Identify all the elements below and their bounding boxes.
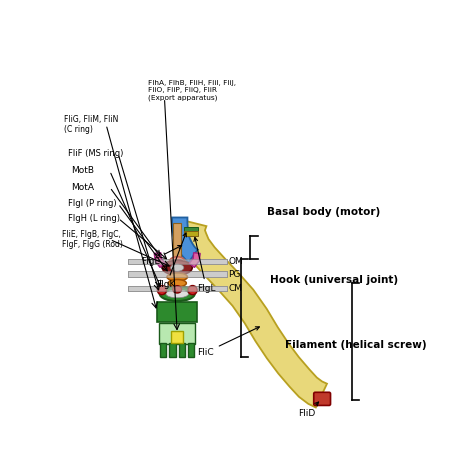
Ellipse shape (170, 270, 185, 279)
Bar (184, 227, 198, 231)
Text: FlhA, FlhB, FliH, FliI, FliJ,
FliO, FliP, FliQ, FliR
(Export apparatus): FlhA, FlhB, FliH, FliI, FliJ, FliO, FliP… (148, 80, 236, 100)
Ellipse shape (162, 260, 192, 275)
Text: Basal body (motor): Basal body (motor) (267, 207, 380, 217)
Polygon shape (154, 253, 165, 267)
Text: Hook (universal joint): Hook (universal joint) (270, 274, 399, 284)
Ellipse shape (166, 290, 189, 298)
Polygon shape (172, 218, 198, 262)
Bar (157, 302, 197, 322)
Text: CM: CM (228, 284, 242, 293)
Polygon shape (189, 253, 200, 267)
Text: FliD: FliD (298, 402, 319, 419)
Ellipse shape (157, 285, 166, 295)
Ellipse shape (168, 280, 186, 287)
Bar (160, 343, 166, 356)
Bar (128, 286, 227, 292)
Bar (128, 271, 227, 277)
Bar (128, 258, 227, 264)
Text: FlgH (L ring): FlgH (L ring) (68, 214, 120, 223)
Text: Filament (helical screw): Filament (helical screw) (285, 340, 427, 350)
FancyBboxPatch shape (314, 392, 330, 405)
Ellipse shape (173, 286, 182, 293)
Text: FliF (MS ring): FliF (MS ring) (68, 149, 123, 158)
Bar (173, 223, 181, 284)
Bar (172, 331, 183, 343)
Ellipse shape (167, 273, 187, 281)
Bar (188, 343, 194, 356)
Bar (128, 258, 227, 264)
Ellipse shape (160, 286, 195, 301)
Text: FliC: FliC (197, 327, 259, 357)
Text: FlgL: FlgL (194, 237, 216, 293)
Bar (169, 343, 175, 356)
Bar (184, 231, 198, 236)
Bar (128, 271, 227, 277)
Text: MotB: MotB (72, 166, 94, 175)
Bar (128, 286, 227, 292)
Text: OM: OM (228, 257, 243, 266)
Text: MotA: MotA (72, 182, 94, 191)
Text: FlgI (P ring): FlgI (P ring) (68, 199, 117, 208)
Ellipse shape (171, 264, 184, 271)
Bar (179, 343, 185, 356)
Text: PG: PG (228, 270, 241, 279)
Text: FliG, FliM, FliN
(C ring): FliG, FliM, FliN (C ring) (64, 115, 118, 134)
Ellipse shape (188, 285, 197, 295)
Polygon shape (179, 220, 327, 408)
Text: FliE, FlgB, FlgC,
FlgF, FlgG (Rod): FliE, FlgB, FlgC, FlgF, FlgG (Rod) (62, 230, 123, 249)
Ellipse shape (170, 257, 185, 266)
Bar (159, 323, 195, 345)
Text: FlgE: FlgE (141, 246, 182, 266)
Text: FlgK: FlgK (156, 233, 186, 290)
